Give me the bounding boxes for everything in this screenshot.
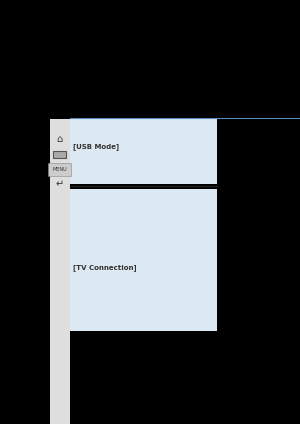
Bar: [53, 151, 66, 158]
Text: [USB Mode]: [USB Mode]: [73, 143, 119, 150]
Bar: [70, 119, 217, 184]
Text: MENU: MENU: [52, 167, 67, 172]
Text: ⌂: ⌂: [56, 134, 62, 144]
Bar: [70, 189, 217, 331]
Text: [TV Connection]: [TV Connection]: [73, 264, 136, 271]
Text: ↵: ↵: [55, 179, 64, 189]
Bar: [50, 119, 70, 424]
